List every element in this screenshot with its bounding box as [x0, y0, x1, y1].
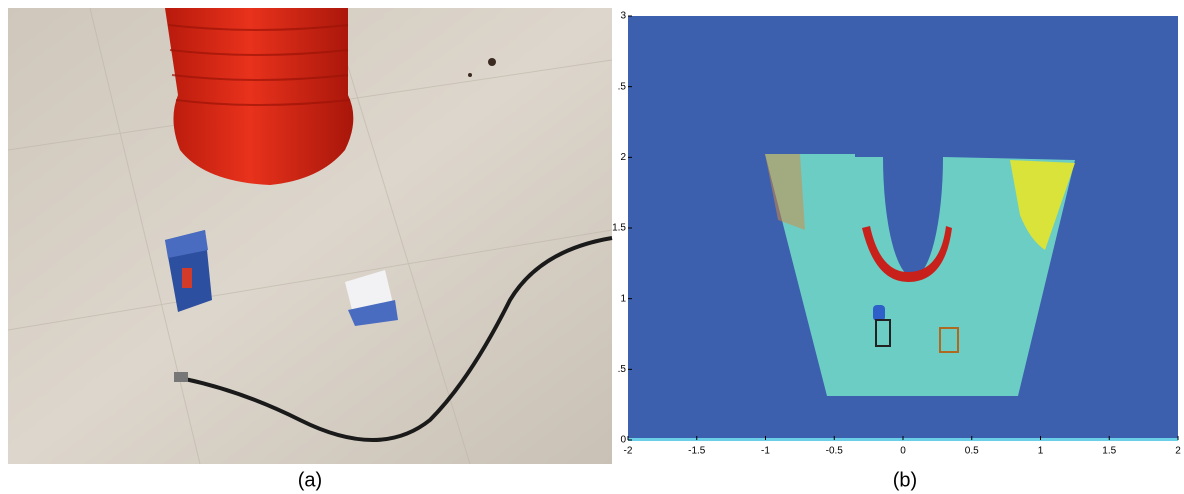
y-tick-label: 1.5: [612, 223, 626, 234]
y-tick-label: 2: [620, 152, 626, 163]
x-tick-label: -2: [624, 446, 633, 457]
y-tick-label: 3: [620, 11, 626, 22]
y-tick-label: .5: [618, 81, 627, 92]
caption: (a): [298, 469, 322, 491]
box-blue: [165, 230, 212, 312]
x-tick-label: -1: [761, 446, 770, 457]
box-white: [345, 270, 398, 326]
x-tick-label: -0.5: [826, 446, 844, 457]
x-tick-label: 2: [1175, 446, 1181, 457]
x-tick-label: -1.5: [688, 446, 706, 457]
photo: [7, 7, 613, 465]
y-tick-label: 1: [620, 293, 626, 304]
y-tick-label: 0: [620, 435, 626, 446]
y-tick-label: .5: [618, 364, 627, 375]
plot: [628, 16, 1178, 441]
x-tick-label: 1.5: [1102, 446, 1116, 457]
x-tick-label: 1: [1038, 446, 1044, 457]
caption: (b): [893, 469, 917, 491]
axes: -2 -1.5 -1 -0.5 0 0.5 1 1.5 20.511.52.53: [612, 11, 1181, 457]
x-tick-label: 0.5: [965, 446, 979, 457]
x-tick-label: 0: [900, 446, 906, 457]
